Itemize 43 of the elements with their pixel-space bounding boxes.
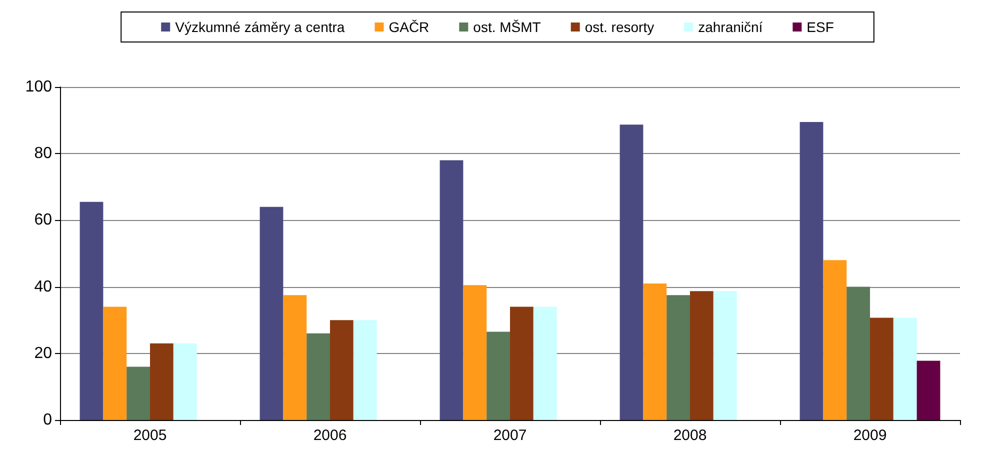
bar bbox=[870, 318, 894, 420]
x-tick-label: 2007 bbox=[493, 427, 527, 444]
y-tick-label: 20 bbox=[34, 344, 52, 362]
bar bbox=[260, 206, 284, 420]
bar bbox=[150, 343, 174, 420]
bar bbox=[306, 333, 330, 420]
legend-label: ESF bbox=[806, 19, 834, 35]
bar bbox=[486, 332, 510, 420]
y-tick-label: 100 bbox=[25, 78, 52, 96]
bar bbox=[173, 343, 197, 420]
bar bbox=[440, 160, 464, 420]
y-tick-label: 40 bbox=[34, 278, 52, 296]
x-tick-label: 2008 bbox=[673, 427, 707, 444]
bar bbox=[893, 318, 917, 420]
bar bbox=[533, 306, 557, 420]
legend-label: ost. resorty bbox=[584, 19, 654, 35]
legend-label: Výzkumné záměry a centra bbox=[175, 19, 345, 35]
bar bbox=[283, 295, 307, 420]
x-tick-label: 2006 bbox=[313, 427, 347, 444]
bar bbox=[846, 286, 870, 420]
y-tick-label: 0 bbox=[43, 412, 52, 428]
bar bbox=[103, 306, 127, 420]
bar bbox=[823, 260, 847, 420]
legend-label: ost. MŠMT bbox=[473, 19, 542, 35]
bar bbox=[713, 291, 737, 420]
bar bbox=[800, 122, 824, 420]
bar bbox=[353, 320, 377, 420]
bar bbox=[510, 306, 534, 420]
x-tick-label: 2009 bbox=[853, 427, 887, 444]
bar bbox=[620, 124, 644, 420]
bar bbox=[690, 291, 714, 420]
bar bbox=[666, 295, 690, 420]
legend-label: zahraniční bbox=[698, 19, 763, 35]
bar bbox=[330, 320, 354, 420]
x-tick-label: 2005 bbox=[133, 427, 167, 444]
bar bbox=[80, 202, 104, 420]
bar bbox=[916, 360, 940, 420]
bar bbox=[463, 285, 487, 420]
y-tick-label: 60 bbox=[34, 212, 52, 229]
y-tick-label: 80 bbox=[34, 145, 52, 162]
legend-label: GAČR bbox=[388, 19, 430, 35]
bar bbox=[643, 283, 667, 420]
bar bbox=[126, 366, 150, 420]
